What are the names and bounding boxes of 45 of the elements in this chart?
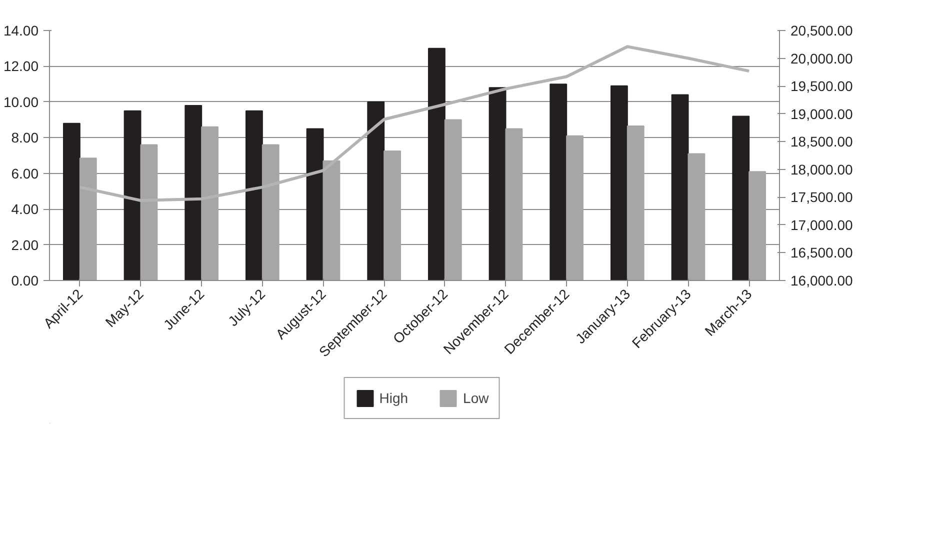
y2-tick-label: 20,000.00 bbox=[790, 50, 853, 66]
y-tick-label: 0.00 bbox=[11, 272, 39, 288]
y-tick-label: 2.00 bbox=[11, 236, 39, 253]
bar bbox=[306, 128, 324, 280]
bar bbox=[688, 153, 706, 280]
bar bbox=[262, 144, 280, 280]
y-tick-label: 6.00 bbox=[11, 165, 39, 182]
bar bbox=[748, 171, 766, 280]
bar bbox=[732, 116, 750, 280]
y-tick-label: 12.00 bbox=[3, 58, 39, 74]
bar bbox=[245, 110, 263, 280]
bar bbox=[384, 150, 402, 280]
y2-tick-label: 18,000.00 bbox=[790, 161, 853, 178]
y2-tick-label: 19,000.00 bbox=[790, 106, 853, 122]
bar bbox=[626, 126, 644, 280]
line-series bbox=[78, 45, 751, 202]
bar bbox=[322, 160, 340, 280]
bar bbox=[79, 158, 97, 280]
bar bbox=[550, 84, 568, 280]
y2-tick-label: 20,500.00 bbox=[790, 22, 853, 38]
bar bbox=[488, 87, 506, 280]
bar bbox=[566, 135, 584, 280]
bar bbox=[140, 144, 158, 280]
y-tick-label: 14.00 bbox=[3, 22, 39, 38]
y2-tick-label: 19,500.00 bbox=[790, 78, 853, 94]
y2-tick-label: 16,000.00 bbox=[790, 272, 853, 288]
bar bbox=[367, 101, 385, 280]
y2-tick-label: 16,500.00 bbox=[790, 244, 853, 261]
bar bbox=[610, 85, 628, 280]
y-tick-label: 10.00 bbox=[3, 94, 39, 110]
legend-label: High bbox=[379, 390, 408, 406]
bar bbox=[444, 119, 462, 280]
bar bbox=[184, 105, 202, 280]
legend-label: Low bbox=[463, 390, 489, 406]
y-tick-label: 8.00 bbox=[11, 130, 39, 146]
bar bbox=[124, 110, 142, 280]
bar bbox=[671, 94, 689, 280]
bar bbox=[62, 122, 80, 280]
bar bbox=[201, 126, 219, 280]
y2-tick-label: 17,000.00 bbox=[790, 216, 853, 233]
y-tick-label: 4.00 bbox=[11, 201, 39, 218]
y2-tick-label: 18,500.00 bbox=[790, 134, 853, 150]
y2-tick-label: 17,500.00 bbox=[790, 189, 853, 206]
bar bbox=[505, 128, 523, 280]
bar bbox=[428, 48, 446, 280]
